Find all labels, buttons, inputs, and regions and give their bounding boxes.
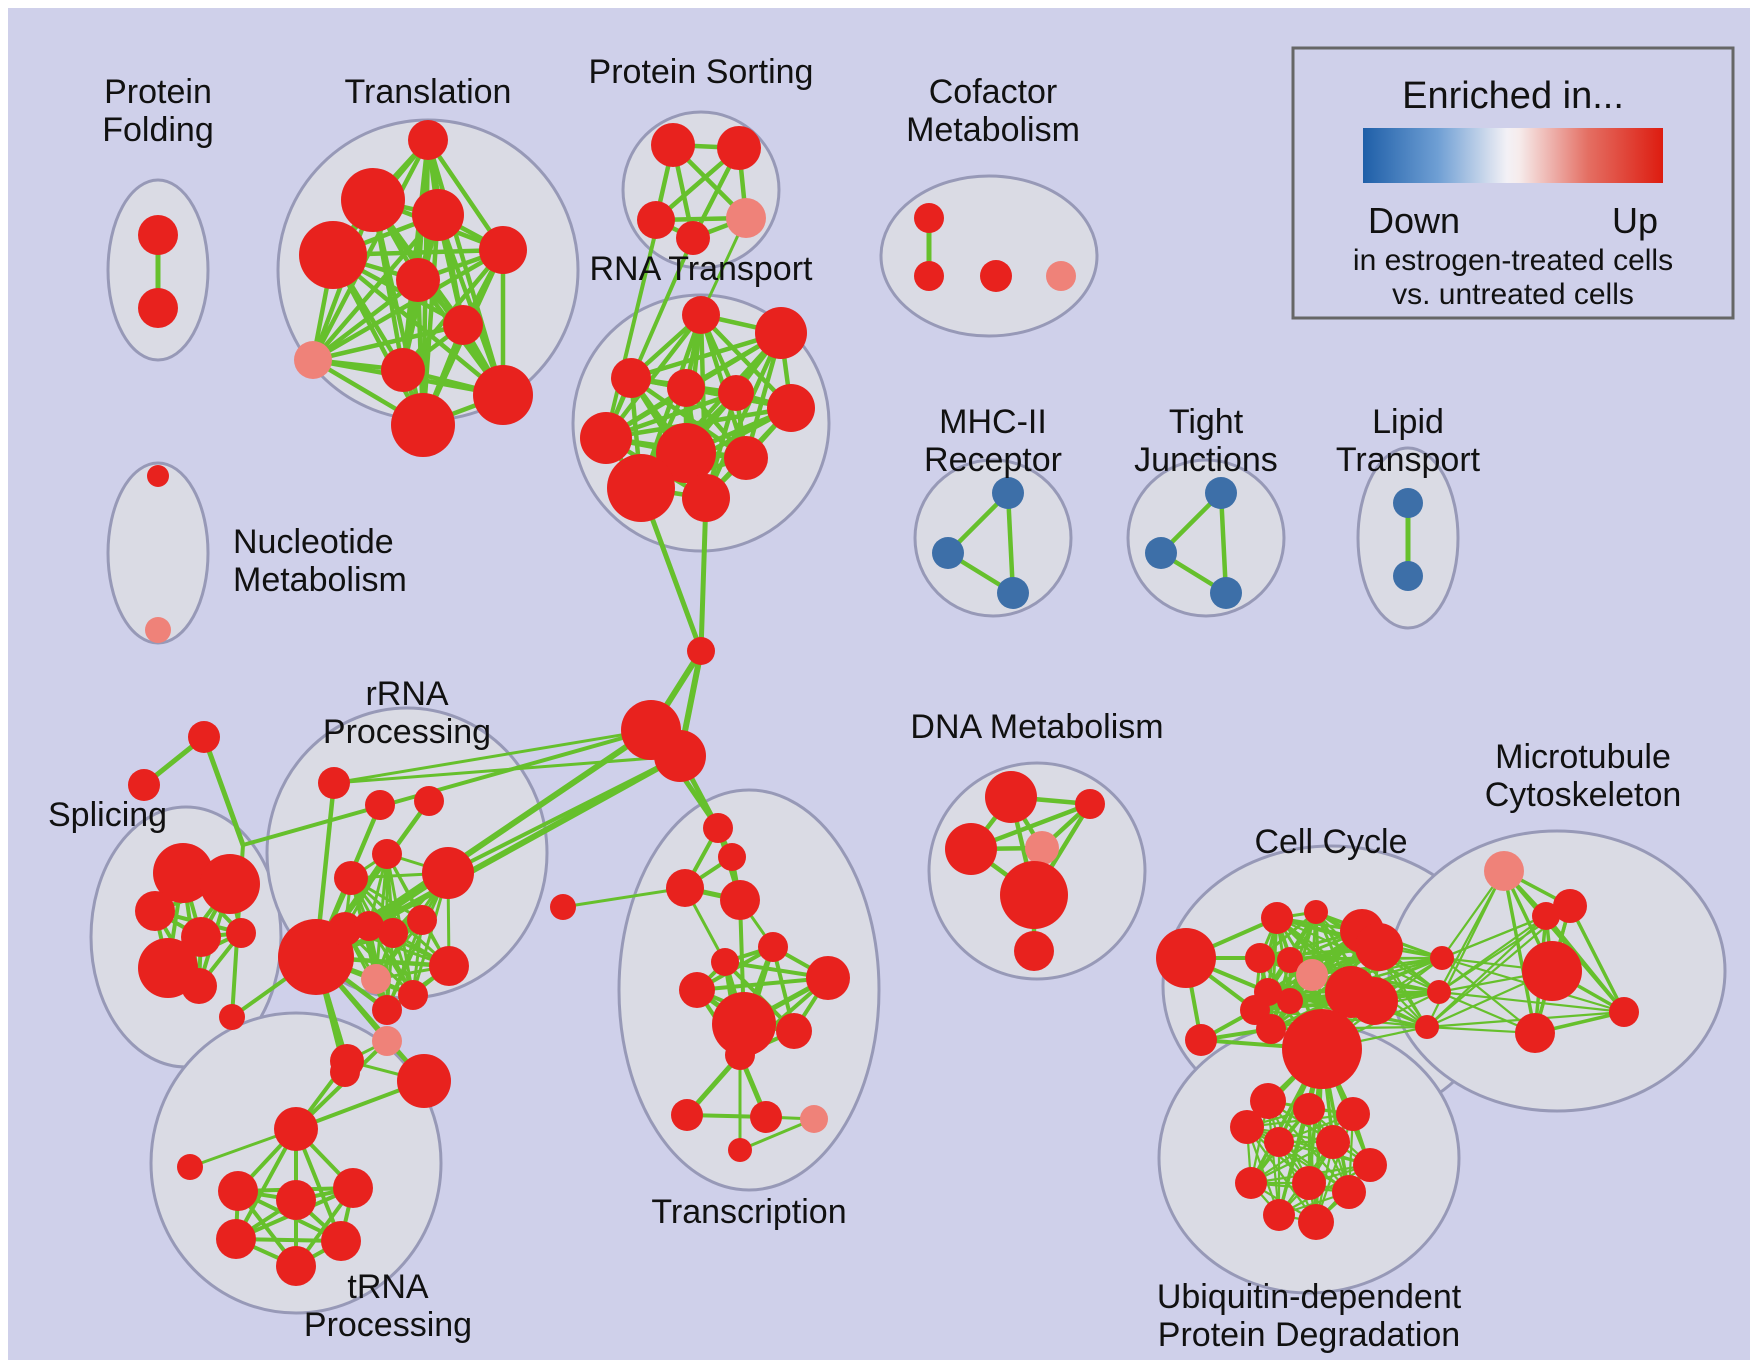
svg-text:Cell Cycle: Cell Cycle <box>1254 823 1407 861</box>
svg-text:Transcription: Transcription <box>651 1193 846 1231</box>
svg-text:Enriched in...: Enriched in... <box>1402 75 1624 117</box>
svg-text:RNA Transport: RNA Transport <box>590 250 814 288</box>
svg-text:Protein Sorting: Protein Sorting <box>589 53 814 91</box>
svg-text:Translation: Translation <box>345 73 512 111</box>
svg-text:Up: Up <box>1612 200 1658 241</box>
svg-text:DNA Metabolism: DNA Metabolism <box>910 708 1163 746</box>
svg-text:vs. untreated cells: vs. untreated cells <box>1392 278 1634 311</box>
svg-text:Down: Down <box>1368 200 1460 241</box>
svg-text:Splicing: Splicing <box>48 796 167 834</box>
svg-text:in estrogen-treated cells: in estrogen-treated cells <box>1353 244 1673 277</box>
